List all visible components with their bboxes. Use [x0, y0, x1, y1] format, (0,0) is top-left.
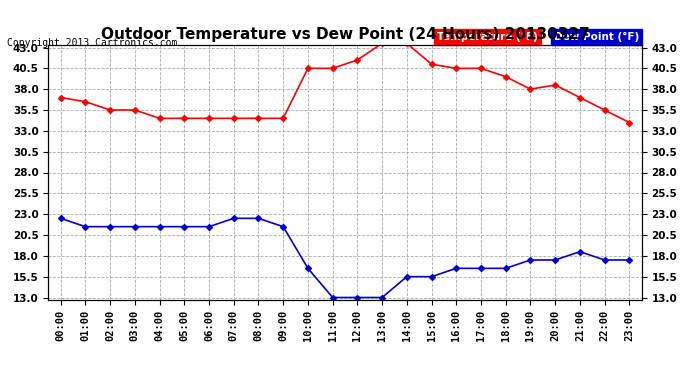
- Text: Temperature (°F): Temperature (°F): [437, 32, 538, 42]
- Text: Copyright 2013 Cartronics.com: Copyright 2013 Cartronics.com: [7, 38, 177, 48]
- Title: Outdoor Temperature vs Dew Point (24 Hours) 20130327: Outdoor Temperature vs Dew Point (24 Hou…: [101, 27, 589, 42]
- Text: Dew Point (°F): Dew Point (°F): [553, 32, 639, 42]
